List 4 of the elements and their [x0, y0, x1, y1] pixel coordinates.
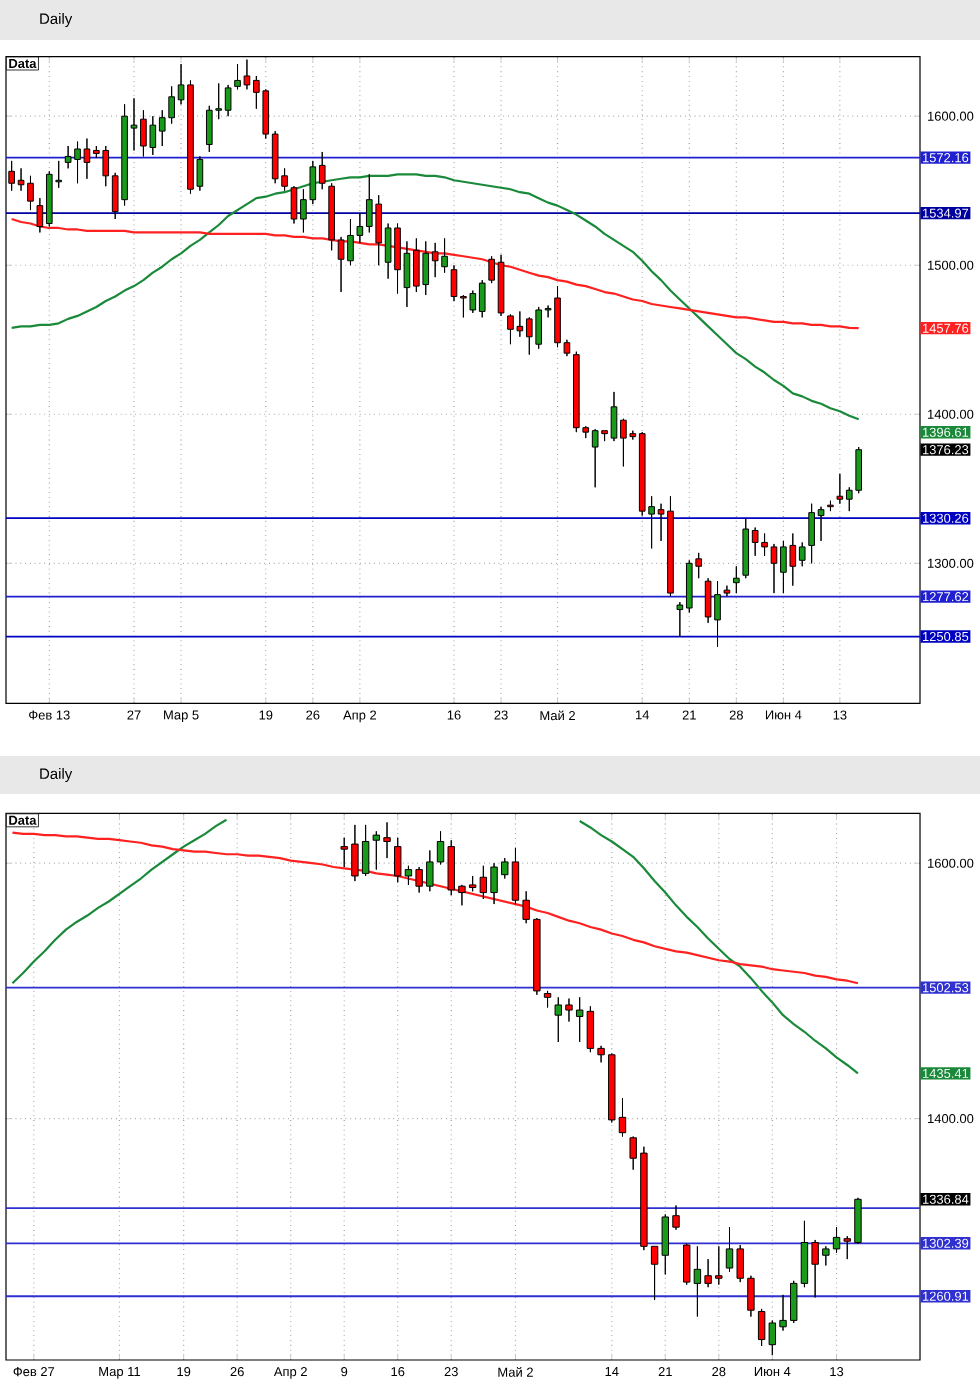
candlestick: [543, 990, 552, 1009]
candlestick: [733, 565, 740, 594]
candlestick: [723, 585, 731, 597]
candlestick: [827, 500, 834, 512]
